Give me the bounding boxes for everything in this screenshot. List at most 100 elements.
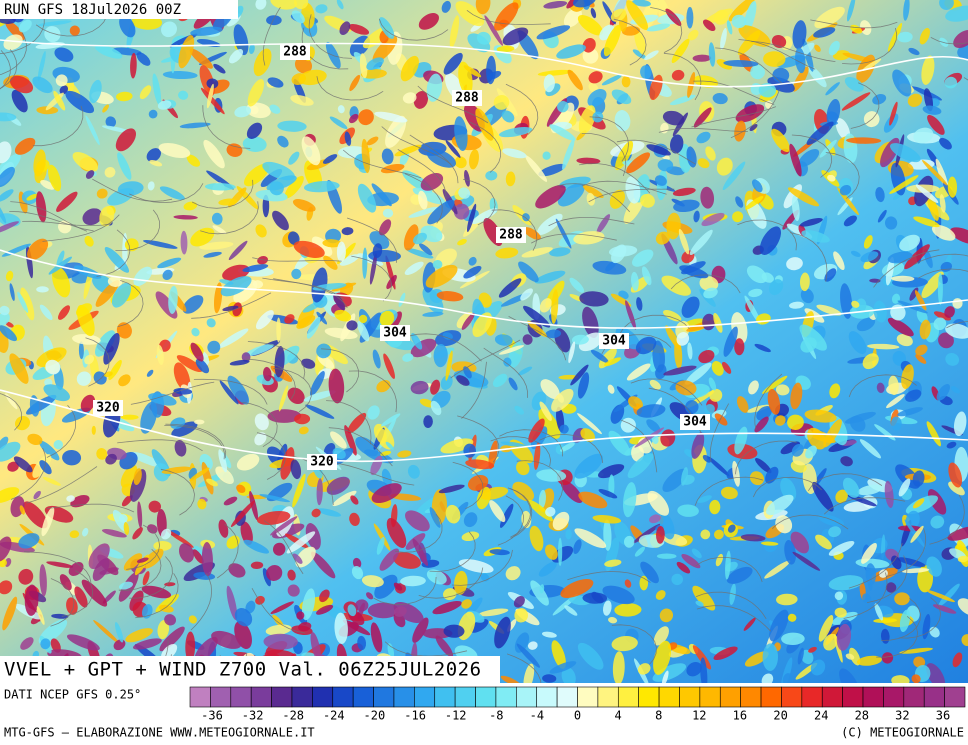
field-blob (576, 157, 601, 165)
field-blob (597, 464, 625, 479)
field-blob (875, 187, 885, 203)
field-blob (945, 323, 968, 339)
field-blob (842, 477, 860, 498)
field-blob (899, 647, 933, 654)
field-blob (847, 0, 856, 22)
field-blob (233, 279, 258, 304)
field-blob (445, 140, 461, 158)
field-blob (946, 441, 957, 449)
field-blob (159, 186, 185, 201)
field-blob (284, 314, 295, 324)
field-blob (533, 442, 541, 470)
field-blob (560, 480, 583, 504)
field-blob (85, 115, 100, 145)
field-blob (367, 405, 380, 420)
field-blob (567, 69, 583, 91)
field-blob (700, 186, 715, 209)
streamline (588, 188, 675, 203)
field-blob (369, 253, 377, 285)
field-blob (949, 227, 968, 245)
streamline (26, 466, 98, 504)
field-blob (840, 456, 853, 467)
field-blob (922, 613, 931, 640)
field-blob (326, 476, 350, 495)
field-blob (0, 580, 13, 595)
field-blob (332, 490, 357, 507)
field-blob (634, 427, 665, 448)
field-blob (142, 239, 178, 249)
field-blob (298, 69, 327, 86)
field-blob (39, 304, 53, 320)
field-blob (272, 210, 289, 231)
field-blob (121, 414, 139, 420)
field-blob (2, 596, 18, 631)
field-blob (602, 600, 612, 616)
field-blob (828, 40, 840, 56)
field-blob (319, 589, 330, 603)
contour-label: 288 (452, 90, 482, 106)
field-blob (839, 184, 852, 196)
field-blob (538, 408, 561, 439)
colorbar-swatch (454, 686, 476, 708)
field-blob (734, 338, 745, 356)
colorbar-tick-label: 16 (733, 709, 747, 723)
field-blob (430, 379, 441, 395)
field-blob (95, 44, 123, 59)
field-blob (843, 215, 857, 227)
field-blob (266, 15, 282, 26)
field-blob (40, 638, 51, 650)
streamline (246, 358, 296, 400)
field-blob (118, 374, 131, 387)
streamline (557, 183, 630, 213)
field-blob (387, 643, 395, 659)
field-blob (436, 291, 464, 302)
field-blob (0, 487, 20, 503)
field-blob (255, 0, 267, 10)
field-blob (693, 107, 712, 128)
field-blob (220, 276, 252, 297)
field-blob (270, 0, 298, 10)
field-blob (471, 208, 498, 225)
field-blob (269, 181, 284, 196)
field-blob (517, 366, 533, 376)
field-blob (542, 674, 557, 683)
field-blob (192, 549, 204, 564)
field-blob (457, 238, 467, 246)
field-blob (573, 0, 596, 8)
field-blob (551, 545, 574, 563)
field-blob (530, 580, 549, 606)
field-blob (487, 70, 502, 80)
field-blob (855, 298, 867, 313)
field-blob (197, 498, 207, 510)
field-blob (944, 306, 955, 318)
field-blob (607, 384, 615, 394)
field-blob (961, 634, 968, 647)
streamline (42, 214, 120, 242)
colorbar-swatch (801, 686, 823, 708)
field-blob (166, 529, 194, 548)
field-blob (119, 15, 136, 38)
field-blob (206, 83, 214, 109)
field-blob (692, 585, 716, 611)
field-blob (164, 614, 177, 626)
field-blob (244, 343, 274, 357)
field-blob (39, 564, 47, 597)
field-blob (303, 390, 336, 402)
field-blob (62, 449, 82, 466)
field-blob (640, 561, 659, 584)
field-blob (635, 336, 657, 355)
field-blob (518, 261, 539, 283)
field-blob (463, 366, 472, 379)
streamline (848, 542, 903, 589)
field-blob (545, 544, 558, 560)
field-blob (92, 558, 110, 581)
field-blob (590, 7, 597, 19)
field-blob (48, 164, 62, 192)
field-blob (559, 424, 569, 434)
colorbar-swatch (393, 686, 415, 708)
field-blob (148, 500, 161, 513)
field-blob (76, 304, 95, 337)
field-blob (427, 199, 455, 225)
field-blob (159, 604, 174, 613)
field-blob (850, 250, 861, 258)
